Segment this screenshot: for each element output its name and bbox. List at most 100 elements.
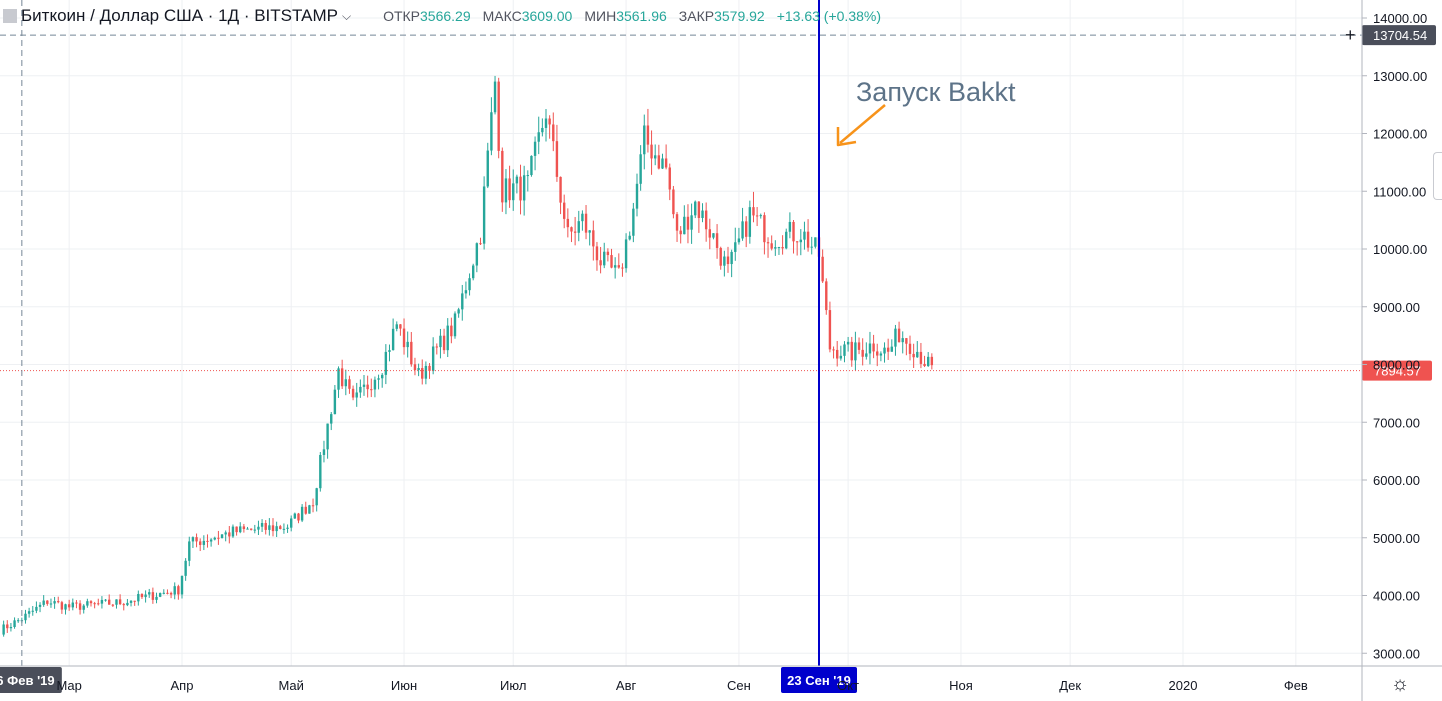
candle-body bbox=[552, 124, 555, 142]
candle-body bbox=[264, 523, 267, 530]
candle-body bbox=[122, 604, 125, 606]
x-tick-label: Июл bbox=[500, 678, 526, 693]
candle-body bbox=[854, 342, 857, 361]
open-value: 3566.29 bbox=[420, 8, 471, 24]
symbol-title[interactable]: Биткоин / Доллар США · 1Д · BITSTAMP bbox=[21, 6, 338, 25]
candle-body bbox=[6, 624, 9, 629]
change-value: +13.63 (+0.38%) bbox=[776, 8, 881, 24]
candle-body bbox=[745, 221, 748, 237]
candle-body bbox=[57, 601, 60, 603]
close-value: 3579.92 bbox=[714, 8, 765, 24]
candle-body bbox=[592, 230, 595, 247]
annotation-arrowhead bbox=[836, 127, 857, 147]
side-panel-handle[interactable] bbox=[1433, 152, 1442, 200]
x-tick-label: Сен bbox=[727, 678, 751, 693]
candle-body bbox=[846, 341, 850, 345]
y-tick-label: 11000.00 bbox=[1373, 184, 1426, 199]
candle-body bbox=[271, 525, 275, 532]
candle-body bbox=[388, 350, 391, 352]
candle-body bbox=[537, 132, 540, 142]
candle-body bbox=[839, 355, 843, 359]
candle-body bbox=[191, 537, 195, 542]
candle-body bbox=[220, 534, 224, 539]
candle-body bbox=[199, 541, 202, 545]
last-price-label: 7894.57 bbox=[1374, 364, 1421, 379]
candle-body bbox=[82, 605, 85, 610]
candle-body bbox=[603, 251, 606, 266]
candle-body bbox=[555, 141, 559, 177]
candle-body bbox=[322, 449, 326, 455]
x-tick-label: 2020 bbox=[1169, 678, 1198, 693]
candle-body bbox=[402, 328, 406, 348]
candle-body bbox=[311, 505, 315, 507]
candle-body bbox=[297, 513, 300, 521]
candle-body bbox=[544, 118, 548, 128]
candle-body bbox=[697, 201, 701, 218]
candle-body bbox=[108, 599, 111, 605]
x-tick-label: Апр bbox=[171, 678, 194, 693]
candle-body bbox=[257, 526, 260, 530]
candle-body bbox=[381, 374, 384, 379]
candle-body bbox=[384, 351, 388, 375]
candle-body bbox=[730, 251, 733, 265]
candle-body bbox=[588, 230, 591, 233]
candle-body bbox=[894, 328, 897, 347]
candle-body bbox=[905, 338, 908, 344]
candle-body bbox=[708, 229, 711, 238]
candle-body bbox=[446, 325, 449, 351]
candle-body bbox=[617, 265, 620, 268]
candle-body bbox=[86, 601, 89, 606]
candle-body bbox=[883, 347, 886, 354]
candle-body bbox=[246, 528, 249, 530]
candle-body bbox=[421, 368, 424, 379]
candle-body bbox=[828, 310, 832, 350]
candle-body bbox=[71, 602, 74, 608]
crosshair-price-label: 13704.54 bbox=[1373, 28, 1427, 43]
candle-body bbox=[661, 158, 664, 169]
candle-body bbox=[621, 267, 624, 269]
candle-body bbox=[916, 351, 919, 358]
y-tick-label: 4000.00 bbox=[1373, 589, 1420, 604]
candle-body bbox=[115, 599, 118, 605]
candle-body bbox=[239, 526, 242, 533]
candle-body bbox=[217, 537, 220, 539]
candle-body bbox=[431, 346, 435, 371]
ohlc-values: ОТКР 3566.29 МАКС 3609.00 МИН 3561.96 ЗАКР 3… bbox=[371, 8, 881, 24]
candle-body bbox=[195, 537, 198, 542]
candle-body bbox=[377, 378, 380, 380]
candle-body bbox=[868, 343, 872, 354]
candle-body bbox=[646, 125, 650, 145]
candle-body bbox=[519, 176, 522, 201]
crosshair-price-badge bbox=[1362, 25, 1436, 46]
candle-body bbox=[923, 363, 926, 367]
candle-body bbox=[439, 335, 442, 348]
candle-body bbox=[35, 606, 38, 611]
candle-body bbox=[490, 112, 493, 151]
candle-body bbox=[348, 379, 351, 389]
candle-body bbox=[235, 526, 238, 533]
candle-body bbox=[461, 293, 464, 310]
x-tick-label: Июн bbox=[391, 678, 417, 693]
candle-body bbox=[501, 150, 504, 203]
candle-body bbox=[566, 218, 570, 228]
candle-body bbox=[886, 347, 890, 352]
grid-lines bbox=[0, 0, 1362, 666]
y-tick-label: 13000.00 bbox=[1373, 69, 1427, 84]
gear-icon[interactable]: ☼ bbox=[1390, 672, 1410, 695]
candle-body bbox=[737, 238, 741, 243]
candle-body bbox=[366, 384, 369, 390]
chevron-down-icon[interactable]: ⌵ bbox=[341, 8, 352, 23]
candle-body bbox=[715, 233, 719, 248]
candle-body bbox=[177, 586, 180, 595]
candle-body bbox=[548, 118, 551, 125]
candle-body bbox=[748, 207, 752, 237]
candle-body bbox=[206, 540, 209, 542]
candle-body bbox=[435, 346, 438, 348]
candle-body bbox=[755, 215, 759, 217]
candle-body bbox=[664, 158, 668, 168]
candle-body bbox=[726, 256, 730, 265]
candle-body bbox=[242, 526, 246, 530]
candle-body bbox=[912, 353, 915, 358]
